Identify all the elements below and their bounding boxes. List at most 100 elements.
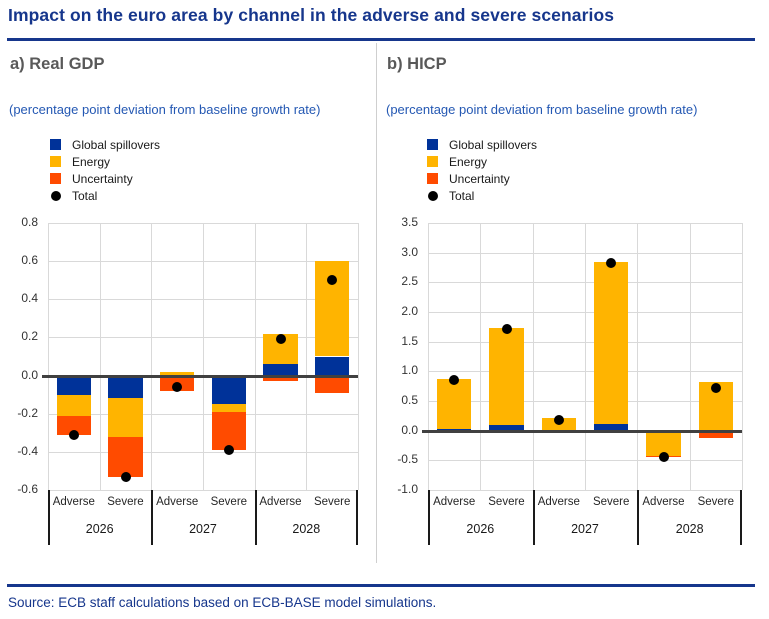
legend-label: Uncertainty bbox=[449, 171, 510, 186]
v-gridline bbox=[637, 223, 639, 490]
x-label-year: 2027 bbox=[189, 522, 217, 536]
v-gridline bbox=[358, 223, 359, 490]
x-label-year: 2028 bbox=[292, 522, 321, 536]
footer-rule bbox=[7, 584, 755, 587]
bar-segment-global-spillovers bbox=[315, 356, 350, 376]
v-gridline bbox=[585, 223, 586, 490]
legend-a: Global spillovers Energy Uncertainty Tot… bbox=[50, 136, 160, 204]
group-separator bbox=[48, 490, 50, 545]
v-gridline bbox=[306, 223, 308, 490]
bar-segment-uncertainty bbox=[56, 415, 91, 435]
v-gridline bbox=[532, 223, 534, 490]
bar-segment-uncertainty bbox=[263, 375, 298, 382]
x-label-scenario: Severe bbox=[488, 496, 525, 508]
v-gridline bbox=[254, 223, 256, 490]
bar-segment-global-spillovers bbox=[56, 375, 91, 395]
energy-swatch-icon bbox=[427, 156, 438, 167]
y-tick-label: 0.2 bbox=[21, 329, 38, 344]
legend-label: Energy bbox=[449, 154, 488, 169]
v-gridline bbox=[48, 223, 49, 490]
legend-item-global-spillovers: Global spillovers bbox=[427, 136, 537, 153]
v-gridline bbox=[151, 223, 153, 490]
y-tick-label: -0.6 bbox=[17, 482, 38, 496]
y-tick-label: -0.5 bbox=[397, 452, 418, 467]
bar-segment-energy bbox=[108, 398, 143, 437]
legend-item-total: Total bbox=[427, 187, 537, 204]
group-separator bbox=[637, 490, 640, 545]
total-marker bbox=[223, 444, 234, 455]
bar-segment-energy bbox=[646, 433, 681, 456]
panel-a-subtitle: (percentage point deviation from baselin… bbox=[9, 102, 321, 117]
x-label-year: 2027 bbox=[571, 522, 599, 536]
bar-segment-uncertainty bbox=[698, 430, 734, 438]
bar-segment-uncertainty bbox=[315, 375, 350, 393]
x-label-scenario: Severe bbox=[592, 496, 630, 508]
total-dot-icon bbox=[428, 190, 438, 201]
y-tick-label: -1.0 bbox=[397, 482, 418, 496]
bar-segment-energy bbox=[489, 328, 524, 426]
y-tick-label: 0.0 bbox=[21, 367, 38, 382]
energy-swatch-icon bbox=[50, 156, 61, 167]
v-gridline bbox=[428, 223, 429, 490]
x-label-year: 2026 bbox=[85, 522, 114, 536]
panel-b-title: b) HICP bbox=[387, 55, 447, 73]
x-label-scenario: Adverse bbox=[433, 496, 476, 508]
legend-item-total: Total bbox=[50, 187, 160, 204]
legend-label: Uncertainty bbox=[72, 171, 133, 186]
v-gridline bbox=[99, 223, 101, 490]
bar-segment-energy bbox=[211, 404, 246, 412]
y-tick-label: 0.5 bbox=[401, 393, 418, 407]
x-label-scenario: Severe bbox=[697, 496, 735, 508]
group-separator bbox=[740, 490, 742, 545]
y-tick-label: 3.0 bbox=[401, 244, 418, 259]
spillovers-swatch-icon bbox=[427, 139, 438, 150]
y-tick-label: 2.0 bbox=[401, 304, 418, 318]
total-marker bbox=[658, 452, 669, 463]
total-marker bbox=[120, 471, 131, 482]
y-tick-label: 0.0 bbox=[401, 422, 418, 437]
legend-label: Global spillovers bbox=[449, 137, 538, 152]
legend-label: Total bbox=[449, 188, 475, 203]
x-label-scenario: Adverse bbox=[642, 496, 685, 508]
x-label-year: 2028 bbox=[675, 522, 704, 536]
uncertainty-swatch-icon bbox=[50, 173, 61, 184]
total-marker bbox=[606, 258, 617, 269]
v-gridline bbox=[689, 223, 691, 490]
legend-label: Total bbox=[72, 188, 98, 203]
total-marker bbox=[501, 323, 512, 334]
legend-b: Global spillovers Energy Uncertainty Tot… bbox=[427, 136, 537, 204]
bar-segment-global-spillovers bbox=[263, 364, 298, 376]
spillovers-swatch-icon bbox=[50, 139, 61, 150]
total-marker bbox=[68, 429, 79, 440]
y-tick-label: 1.0 bbox=[401, 363, 418, 378]
legend-item-energy: Energy bbox=[427, 153, 537, 170]
bar-segment-global-spillovers bbox=[211, 375, 246, 405]
panel-real-gdp: a) Real GDP (percentage point deviation … bbox=[0, 43, 377, 563]
panel-b-subtitle: (percentage point deviation from baselin… bbox=[386, 102, 698, 117]
x-label-scenario: Adverse bbox=[52, 496, 95, 508]
group-separator bbox=[356, 490, 358, 545]
total-marker bbox=[710, 382, 721, 393]
v-gridline bbox=[742, 223, 743, 490]
panels: a) Real GDP (percentage point deviation … bbox=[0, 43, 769, 563]
total-marker bbox=[275, 334, 286, 345]
total-marker bbox=[553, 414, 564, 425]
zero-axis-line bbox=[422, 429, 742, 433]
y-tick-label: 1.5 bbox=[401, 333, 418, 348]
hicp-chart: 3.5 3.0 2.5 2.0 1.5 1.0 0.5 0.0 -0.5 -1.0 Adverse S… bbox=[377, 43, 769, 563]
h-gridline bbox=[428, 490, 742, 491]
zero-axis-line bbox=[42, 374, 358, 378]
y-tick-label: 0.4 bbox=[21, 291, 38, 306]
source-note: Source: ECB staff calculations based on … bbox=[8, 595, 437, 610]
bar-segment-uncertainty bbox=[108, 436, 143, 477]
uncertainty-swatch-icon bbox=[427, 173, 438, 184]
y-tick-label: -0.2 bbox=[17, 405, 38, 420]
figure-title: Impact on the euro area by channel in th… bbox=[8, 5, 615, 25]
legend-item-energy: Energy bbox=[50, 153, 160, 170]
y-tick-label: 3.5 bbox=[401, 215, 418, 229]
panel-a-title: a) Real GDP bbox=[10, 55, 105, 73]
total-marker bbox=[449, 375, 460, 386]
y-tick-label: -0.4 bbox=[17, 443, 38, 458]
panel-hicp: b) HICP (percentage point deviation from… bbox=[377, 43, 769, 563]
